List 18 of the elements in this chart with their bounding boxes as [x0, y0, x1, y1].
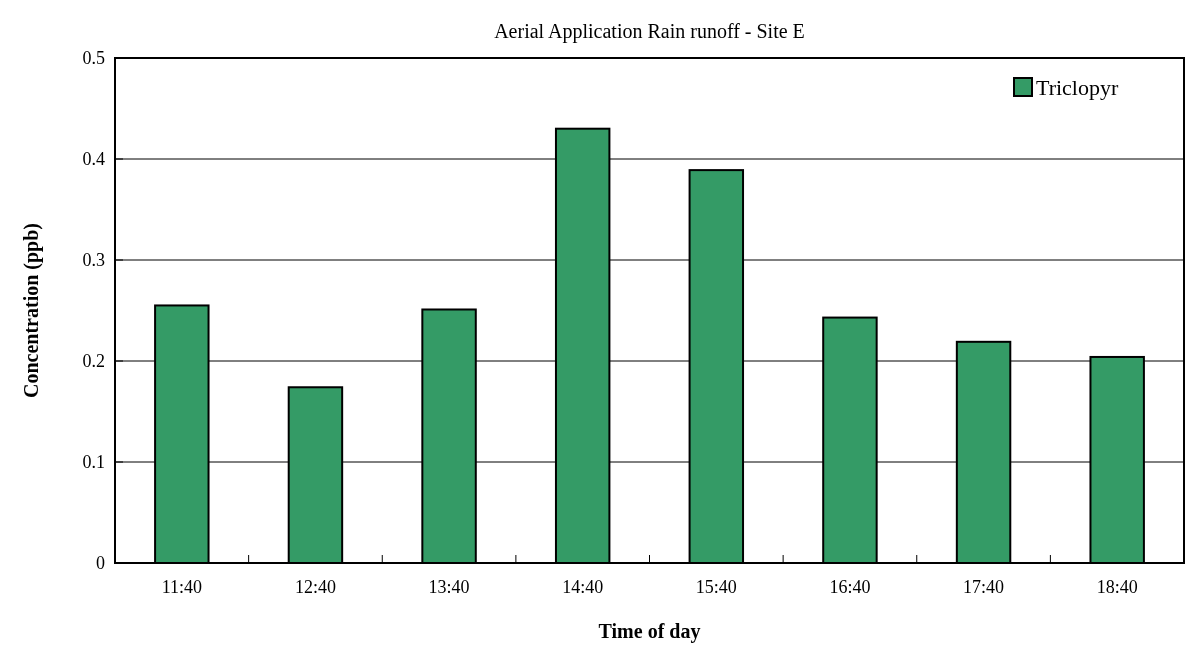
x-tick-label: 17:40	[963, 577, 1005, 597]
y-tick-label: 0.4	[82, 149, 105, 170]
x-tick-label: 16:40	[829, 577, 871, 597]
y-tick-label: 0.5	[82, 48, 105, 69]
y-tick-label: 0.1	[82, 452, 105, 473]
y-tick-label: 0	[96, 553, 105, 574]
x-axis-title: Time of day	[598, 620, 701, 643]
x-tick-label: 12:40	[294, 577, 336, 597]
legend-label: Triclopyr	[1036, 74, 1119, 100]
x-tick-label: 15:40	[695, 577, 737, 597]
y-tick-label: 0.2	[82, 351, 105, 372]
y-axis-title: Concentration (ppb)	[20, 222, 43, 399]
x-tick-label: 14:40	[562, 577, 604, 597]
y-tick-label: 0.3	[82, 250, 105, 271]
chart-title: Aerial Application Rain runoff - Site E	[494, 20, 805, 43]
x-tick-label: 13:40	[428, 577, 470, 597]
x-tick-label: 18:40	[1096, 577, 1138, 597]
x-tick-label: 11:40	[161, 577, 202, 597]
